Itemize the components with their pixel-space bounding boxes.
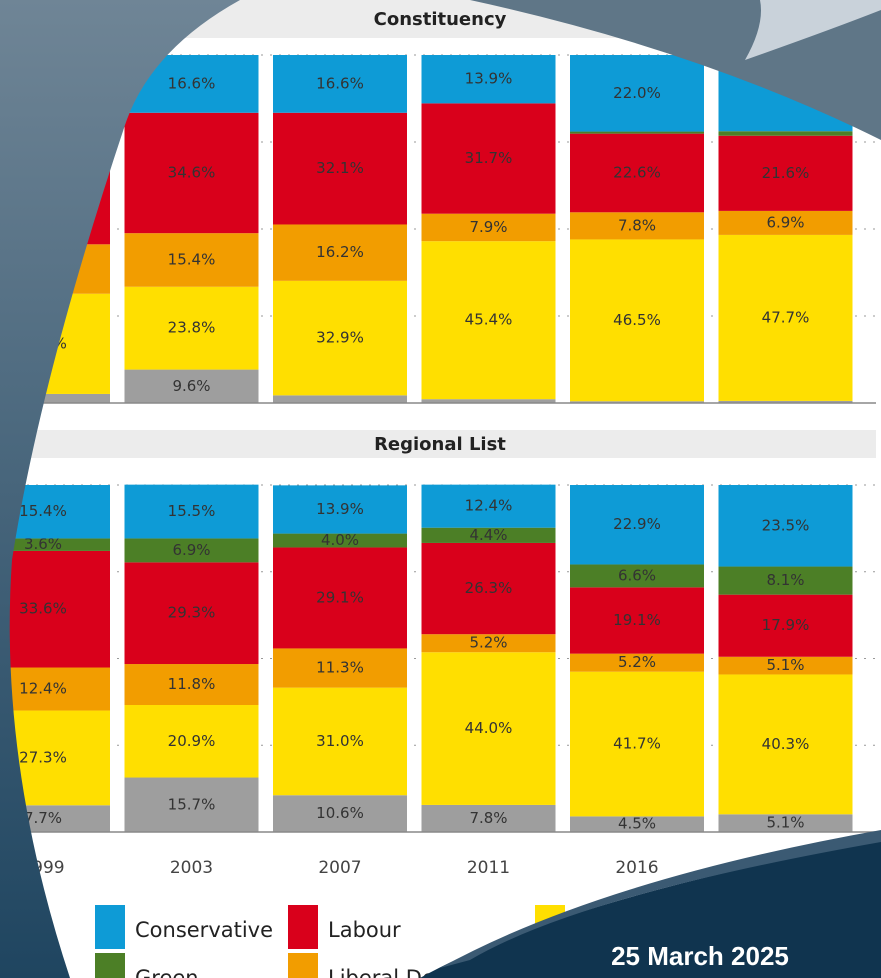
data-label: 29.1% [316,588,364,606]
date: 25 March 2025 [611,941,789,971]
data-label: 4.5% [618,815,656,833]
data-label: 44.0% [465,719,513,737]
data-label: 10.6% [316,804,364,822]
data-label: 45.4% [465,311,513,329]
data-label: 11.8% [168,675,216,693]
data-label: 4.0% [321,531,359,549]
data-label: 6.6% [618,566,656,584]
data-label: 13.9% [316,500,364,518]
data-label: 47.7% [762,308,810,326]
data-label: 13.9% [465,70,513,88]
x-tick-label: 2003 [170,858,213,878]
legend-label: Green [135,966,199,978]
data-label: 7.8% [469,809,507,827]
bar-segment [570,132,704,134]
data-label: 15.4% [168,250,216,268]
data-label: 4.4% [469,526,507,544]
data-label: 17.9% [762,616,810,634]
data-label: 16.2% [316,243,364,261]
data-label: 23.8% [168,319,216,337]
data-label: 6.9% [172,541,210,559]
chart-title: Constituency [374,9,507,30]
data-label: 11.3% [316,659,364,677]
bar-segment [719,131,853,136]
data-label: 5.1% [766,656,804,674]
data-label: 15.4% [19,502,67,520]
data-label: 5.2% [618,653,656,671]
data-label: 7.9% [469,218,507,236]
data-label: 33.6% [19,600,67,618]
data-label: 19.1% [613,611,661,629]
x-tick-label: 2016 [615,858,658,878]
data-label: 46.5% [613,311,661,329]
data-label: 22.9% [613,515,661,533]
data-label: 16.6% [316,74,364,92]
data-label: 7.8% [618,216,656,234]
bar-segment [273,395,407,403]
data-label: 27.3% [19,748,67,766]
data-label: 7.7% [24,809,62,827]
data-label: 31.0% [316,732,364,750]
data-label: 15.7% [168,795,216,813]
data-label: 32.9% [316,329,364,347]
data-label: 23.5% [762,516,810,534]
charts: Constituency28.8%14.2%38.8%15.6%9.6%23.8… [0,0,876,978]
data-label: 34.6% [168,163,216,181]
legend-label: Labour [328,918,401,942]
slide: Constituency28.8%14.2%38.8%15.6%9.6%23.8… [0,0,881,978]
data-label: 21.6% [762,164,810,182]
data-label: 6.9% [766,213,804,231]
data-label: 5.1% [766,814,804,832]
chart-title: Regional List [374,434,506,455]
data-label: 22.0% [613,84,661,102]
data-label: 41.7% [613,735,661,753]
data-label: 9.6% [172,377,210,395]
data-label: 15.5% [168,502,216,520]
legend-swatch [95,905,125,949]
data-label: 20.9% [168,732,216,750]
data-label: 22.6% [613,163,661,181]
legend-swatch [95,953,125,978]
data-label: 16.6% [168,74,216,92]
legend-label: Conservative [135,918,273,942]
x-tick-label: 2011 [467,858,510,878]
legend-swatch [288,953,318,978]
data-label: 29.3% [168,604,216,622]
data-label: 32.1% [316,159,364,177]
data-label: 5.2% [469,634,507,652]
data-label: 31.7% [465,149,513,167]
data-label: 12.4% [19,680,67,698]
page: {"chart_data": [ {"type": "bar", "stacke… [0,0,881,978]
data-label: 8.1% [766,571,804,589]
data-label: 26.3% [465,579,513,597]
x-tick-label: 2007 [318,858,361,878]
legend-swatch [288,905,318,949]
data-label: 12.4% [465,497,513,515]
data-label: 40.3% [762,735,810,753]
